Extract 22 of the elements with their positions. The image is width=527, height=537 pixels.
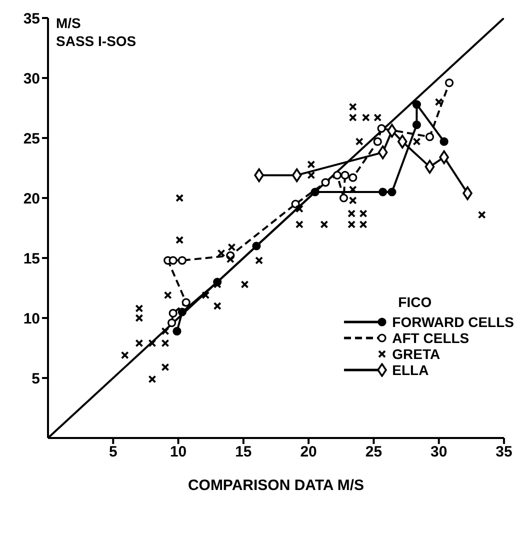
- legend-label: ELLA: [392, 362, 429, 378]
- x-tick-label: 30: [430, 444, 448, 461]
- y-tick-label: 5: [32, 370, 40, 388]
- x-tick-label: 15: [235, 444, 252, 461]
- y-tick-label: 15: [23, 250, 40, 268]
- legend-label: GRETA: [392, 346, 440, 362]
- x-tick-label: 35: [496, 444, 512, 461]
- text: SASS I-SOS: [56, 32, 136, 50]
- x-tick-label: 5: [108, 444, 118, 461]
- legend-label: FORWARD CELLS: [392, 314, 514, 330]
- legend-label: AFT CELLS: [392, 330, 470, 346]
- y-tick-label: 30: [23, 70, 40, 88]
- y-tick-label: 20: [23, 190, 40, 208]
- y-axis-title: M/S: [56, 14, 82, 32]
- y-tick-label: 35: [23, 10, 40, 28]
- x-tick-label: 25: [365, 444, 382, 461]
- y-tick-label: 25: [23, 130, 40, 148]
- x-axis-title: COMPARISON DATA M/S: [188, 477, 364, 494]
- legend-title: FICO: [398, 294, 433, 310]
- x-tick-label: 10: [170, 444, 187, 461]
- y-tick-label: 10: [23, 310, 40, 328]
- x-tick-label: 20: [300, 444, 317, 461]
